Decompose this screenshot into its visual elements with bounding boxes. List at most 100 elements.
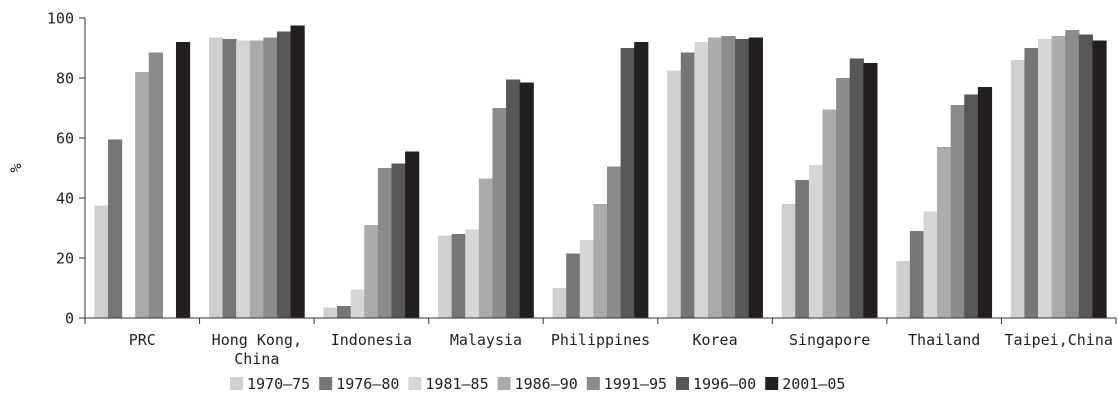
bar-5-2 [694, 42, 709, 318]
axes-layer [84, 18, 1116, 319]
x-tick-label-line: Philippines [551, 331, 650, 349]
bar-7-6 [977, 87, 993, 318]
bar-0-3 [135, 72, 150, 318]
y-tick-label-5: 100 [47, 10, 74, 28]
bar-3-6 [519, 82, 534, 318]
bar-3-3 [478, 178, 494, 318]
bar-8-2 [1038, 39, 1053, 318]
x-tick-label-1: Hong Kong, China [212, 331, 302, 368]
legend-swatch-5 [676, 377, 689, 390]
bar-5-6 [748, 37, 763, 318]
bar-1-4 [263, 37, 278, 318]
bar-3-0 [438, 235, 453, 318]
legend-label-3: 1986–90 [515, 375, 578, 393]
bar-0-4 [148, 52, 163, 318]
legend-swatch-1 [319, 377, 333, 390]
bar-1-1 [222, 39, 237, 318]
x-tick-label-5: Korea [692, 331, 737, 349]
legend-label-4: 1991–95 [604, 375, 667, 393]
legend-label-2: 1981–85 [425, 375, 488, 393]
bar-3-5 [506, 79, 521, 318]
bar-6-5 [849, 58, 864, 318]
bar-5-5 [735, 39, 750, 318]
bar-8-6 [1092, 40, 1107, 318]
bar-1-3 [249, 40, 264, 318]
x-tick-label-0: PRC [129, 331, 156, 349]
x-tick-label-line: China [234, 350, 279, 368]
legend-swatch-4 [586, 377, 600, 390]
bar-1-5 [276, 31, 292, 318]
bar-4-3 [593, 204, 608, 318]
bar-7-3 [937, 147, 952, 318]
bar-5-4 [721, 36, 736, 318]
x-tick-label-2: Indonesia [331, 331, 412, 349]
bar-6-3 [822, 109, 837, 318]
x-tick-label-line: Thailand [908, 331, 980, 349]
y-ticks-layer: 0 20 40 60 80 100 [47, 10, 85, 328]
legend: 1970–75 1976–80 1981–85 1986–90 1991–95 1996–… [230, 375, 845, 393]
bar-6-4 [836, 78, 851, 318]
y-axis-title: % [7, 163, 25, 172]
bar-6-2 [808, 165, 824, 318]
legend-label-1: 1976–80 [336, 375, 399, 393]
bar-1-0 [208, 37, 224, 318]
bar-7-4 [950, 105, 965, 318]
legend-label-0: 1970–75 [247, 375, 310, 393]
bar-2-2 [350, 289, 365, 318]
x-tick-label-line: Singapore [789, 331, 870, 349]
bar-7-5 [964, 94, 979, 318]
bar-4-4 [607, 166, 622, 318]
bar-4-2 [579, 240, 594, 318]
legend-label-5: 1996–00 [693, 375, 756, 393]
x-tick-label-3: Malaysia [450, 331, 522, 349]
bar-2-1 [337, 306, 352, 318]
y-tick-label-0: 0 [65, 310, 74, 328]
legend-swatch-0 [230, 377, 243, 390]
x-tick-labels-layer: PRC Hong Kong, China Indonesia Malaysia Phili… [84, 318, 1117, 368]
x-tick-label-4: Philippines [551, 331, 650, 349]
bar-8-3 [1051, 36, 1066, 318]
x-tick-label-line: PRC [129, 331, 156, 349]
bar-4-6 [634, 42, 649, 318]
bar-6-0 [781, 204, 796, 318]
bar-2-3 [364, 225, 379, 318]
bar-2-0 [323, 307, 338, 318]
x-tick-label-line: Indonesia [331, 331, 412, 349]
x-tick-label-7: Thailand [908, 331, 980, 349]
bar-3-2 [465, 229, 480, 318]
bar-1-2 [236, 40, 251, 318]
x-tick-label-8: Taipei,China [1005, 331, 1113, 349]
bar-7-1 [909, 231, 925, 318]
bar-7-2 [923, 211, 938, 318]
x-tick-label-line: Malaysia [450, 331, 522, 349]
legend-swatch-6 [765, 377, 779, 390]
legend-label-6: 2001–05 [782, 375, 845, 393]
legend-swatch-2 [408, 377, 422, 390]
y-tick-label-3: 60 [56, 130, 74, 148]
x-tick-label-line: Korea [692, 331, 737, 349]
bar-2-5 [391, 163, 406, 318]
bar-3-1 [451, 234, 466, 318]
bar-0-1 [107, 139, 123, 318]
bar-5-3 [707, 37, 723, 318]
legend-swatch-3 [497, 377, 511, 390]
bar-5-0 [667, 70, 682, 318]
bar-4-1 [566, 253, 581, 318]
y-tick-label-1: 20 [56, 250, 74, 268]
bar-5-1 [680, 52, 695, 318]
bar-4-0 [552, 288, 567, 318]
y-tick-label-4: 80 [56, 70, 74, 88]
x-tick-label-line: Hong Kong, [212, 331, 302, 349]
x-tick-label-6: Singapore [789, 331, 870, 349]
bar-1-6 [290, 25, 305, 318]
bar-2-6 [405, 151, 420, 318]
bar-2-4 [377, 168, 393, 318]
bar-3-4 [492, 108, 507, 318]
y-tick-label-2: 40 [56, 190, 74, 208]
bar-8-5 [1078, 34, 1094, 318]
bar-8-1 [1024, 48, 1039, 318]
bars-layer [94, 25, 1107, 318]
bar-0-0 [94, 205, 109, 318]
